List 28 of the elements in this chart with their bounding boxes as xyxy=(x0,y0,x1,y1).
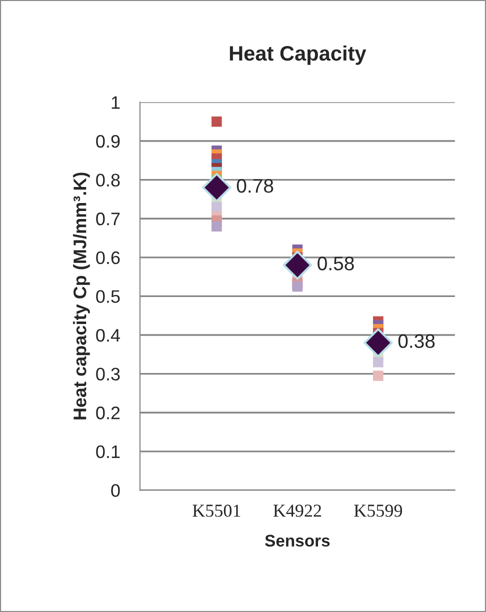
y-tick-label: 0.4 xyxy=(96,328,120,342)
point xyxy=(282,250,312,280)
point xyxy=(202,172,232,202)
y-tick-label: 0.2 xyxy=(96,406,120,420)
point xyxy=(212,202,222,212)
y-axis-title: Heat capacity Cp (MJ/mm³.K) xyxy=(73,172,90,420)
data-label: 0.78 xyxy=(236,179,274,193)
x-axis-title: Sensors xyxy=(265,534,330,547)
y-tick-label: 0.3 xyxy=(96,368,120,381)
y-tick-label: 0 xyxy=(111,484,120,497)
y-tick-label: 0.8 xyxy=(96,174,120,187)
point xyxy=(373,357,384,368)
y-tick-label: 0.5 xyxy=(96,290,120,303)
x-tick-label: K5599 xyxy=(354,504,402,517)
point xyxy=(373,370,384,381)
y-tick-label: 0.6 xyxy=(96,251,120,264)
y-tick-label: 0.1 xyxy=(96,445,120,458)
y-tick-label: 1 xyxy=(112,96,120,109)
data-label: 0.38 xyxy=(398,334,435,348)
point xyxy=(212,221,222,232)
y-tick-label: 0.9 xyxy=(96,134,120,148)
x-tick-label: K5501 xyxy=(192,504,240,517)
point xyxy=(212,116,222,127)
chart-title: Heat Capacity xyxy=(230,45,366,65)
y-tick-label: 0.7 xyxy=(96,212,120,226)
point xyxy=(364,328,393,358)
x-tick-label: K4922 xyxy=(273,504,322,517)
data-label: 0.58 xyxy=(318,256,354,270)
